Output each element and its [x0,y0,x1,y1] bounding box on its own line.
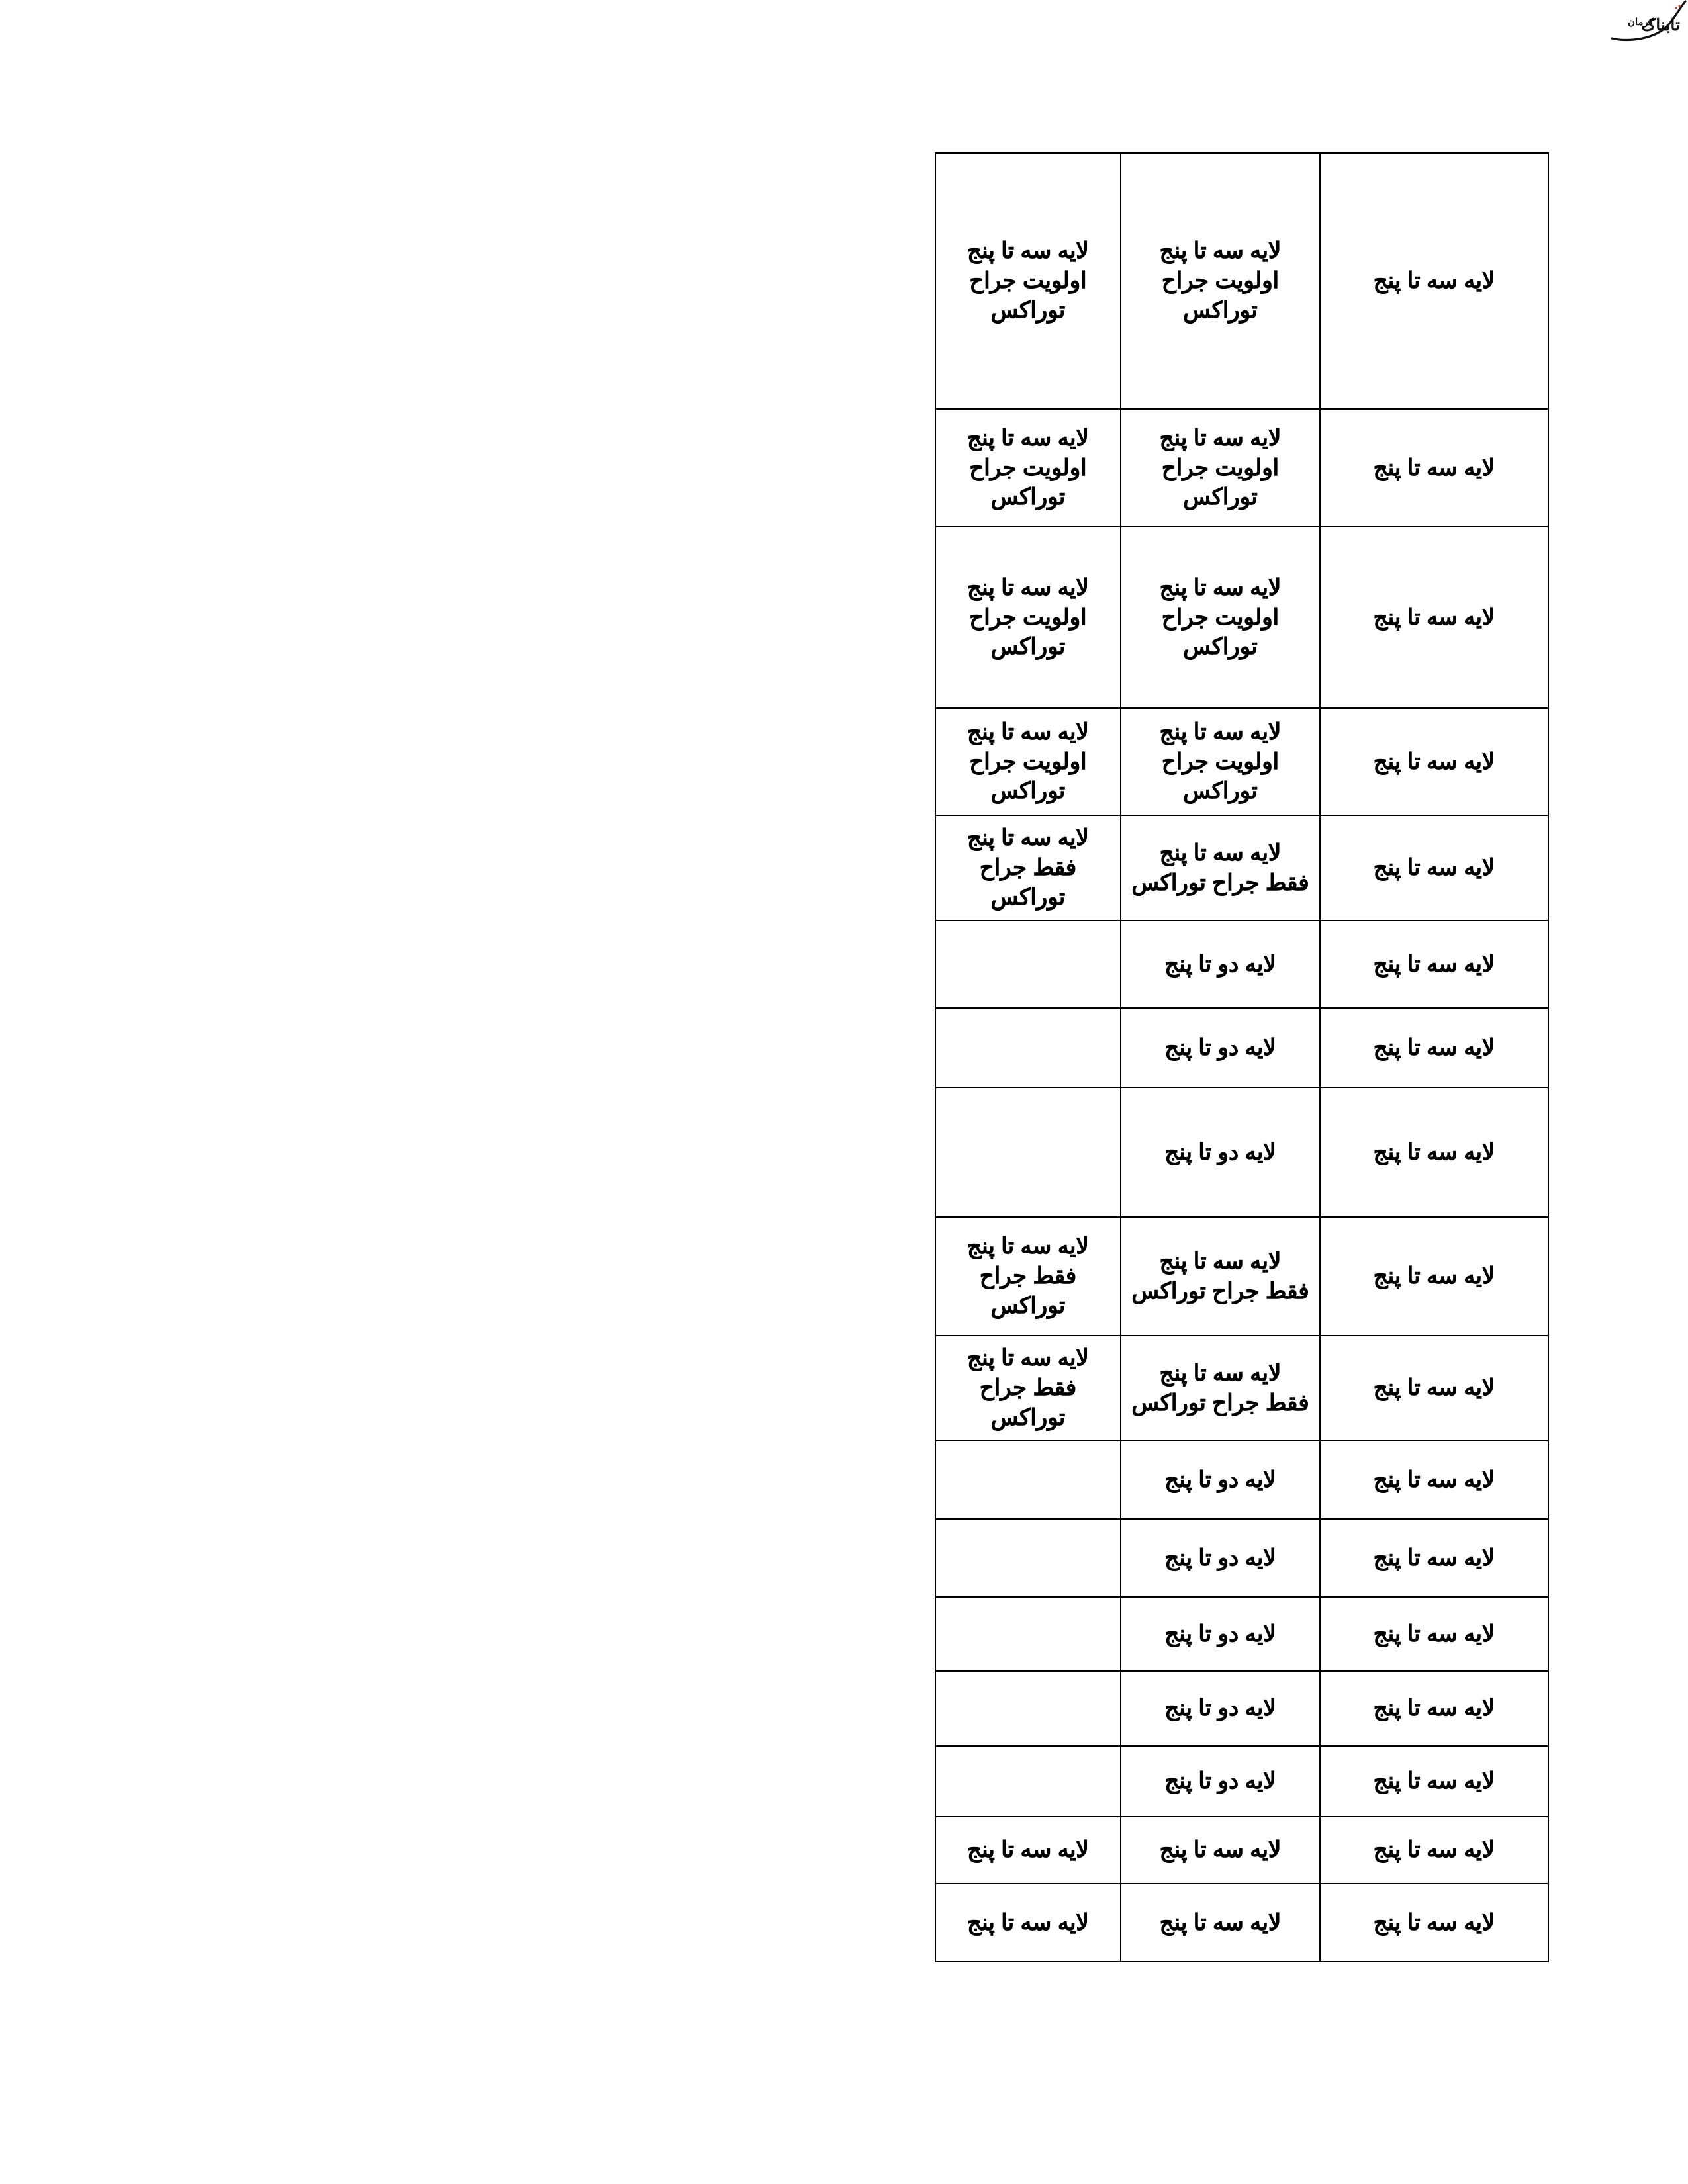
svg-text:تابناک: تابناک [1641,16,1680,34]
